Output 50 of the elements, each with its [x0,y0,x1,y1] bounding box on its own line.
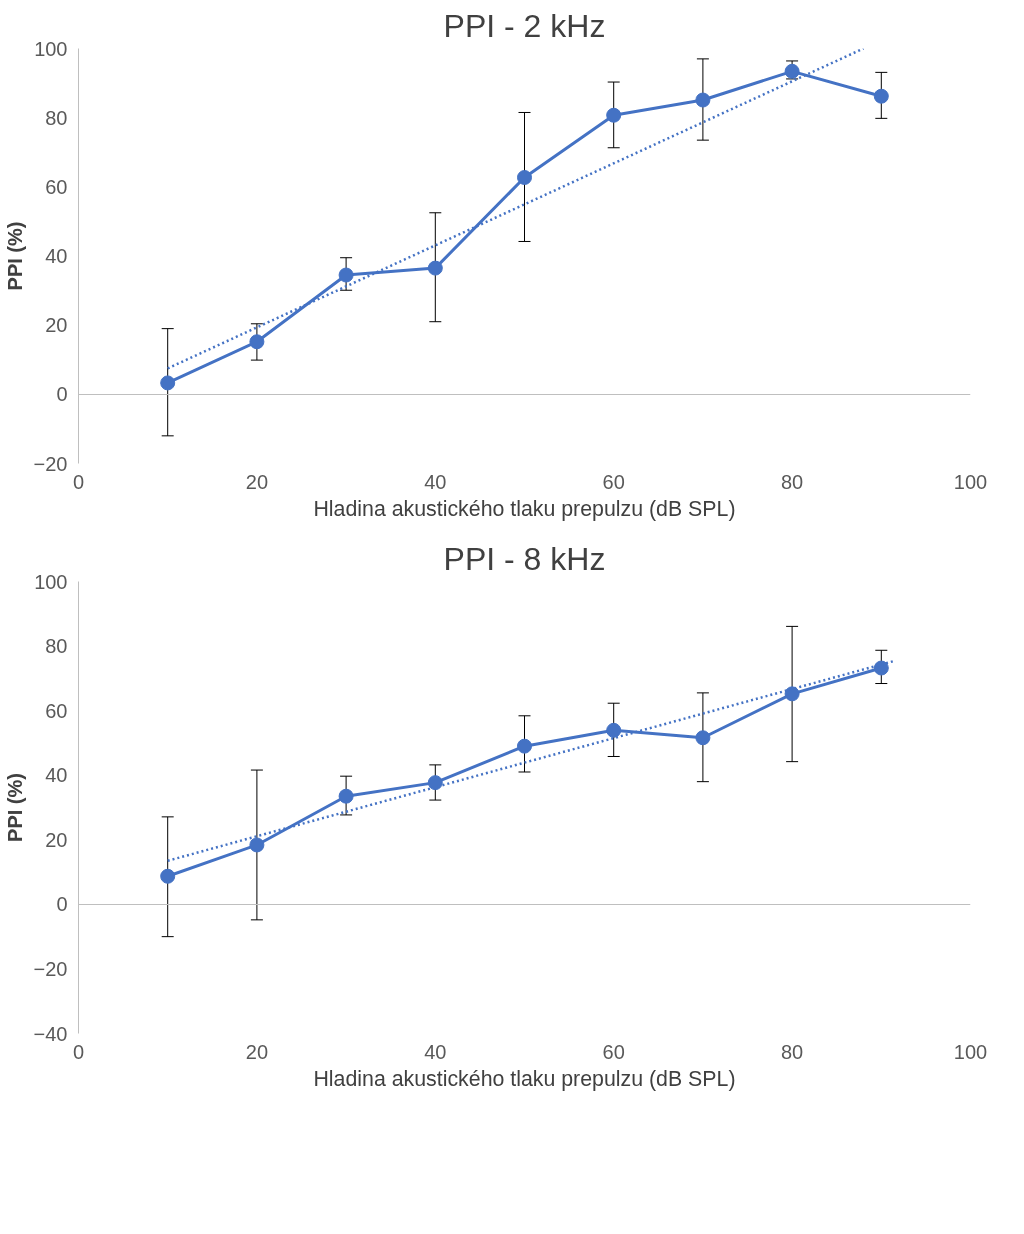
y-tick-label: −20 [33,957,68,980]
point [695,730,711,746]
y-tick-label: −40 [33,1022,68,1045]
point [873,660,889,676]
point [338,788,354,804]
chart-title: PPI - 2 kHz [443,7,606,44]
x-tick-label: 0 [72,1040,85,1063]
x-tick-label: 80 [780,1040,804,1063]
x-tick-label: 20 [245,1040,269,1063]
x-tick-label: 60 [602,470,625,493]
x-tick-label: 60 [602,1040,625,1063]
point [606,722,622,738]
point [249,837,265,853]
point [606,107,622,123]
point [160,868,176,884]
point [427,260,443,276]
point [695,92,711,108]
x-axis-title: Hladina akustického tlaku prepulzu (dB SPL) [313,496,736,521]
point [517,170,532,185]
point [784,686,800,702]
point [427,775,443,791]
y-tick-label: 80 [45,106,68,129]
y-tick-label: 40 [45,245,68,267]
point [517,738,532,754]
point [160,375,176,391]
point [249,334,265,350]
point [338,267,354,283]
y-tick-label: 100 [34,37,68,60]
chart-title: PPI - 8 kHz [443,540,606,577]
y-tick-label: 60 [45,175,68,198]
x-tick-label: 20 [245,470,269,493]
x-tick-label: 0 [72,470,85,493]
y-tick-label: 60 [45,699,68,722]
x-axis-title: Hladina akustického tlaku prepulzu (dB SPL) [313,1066,736,1091]
y-tick-label: −20 [33,452,68,475]
x-tick-label: 40 [424,1040,447,1063]
y-tick-label: 20 [45,314,68,337]
y-tick-label: 100 [34,570,68,593]
y-tick-label: 40 [45,764,68,787]
point [873,88,889,104]
y-axis-title: PPI (%) [3,773,26,842]
y-tick-label: 0 [56,893,68,916]
y-axis-title: PPI (%) [3,221,26,291]
x-tick-label: 80 [780,470,804,493]
x-tick-label: 100 [953,470,988,493]
x-tick-label: 40 [424,470,447,493]
y-tick-label: 80 [45,635,68,658]
y-tick-label: 0 [56,383,68,406]
y-tick-label: 20 [45,828,68,851]
x-tick-label: 100 [953,1040,988,1063]
